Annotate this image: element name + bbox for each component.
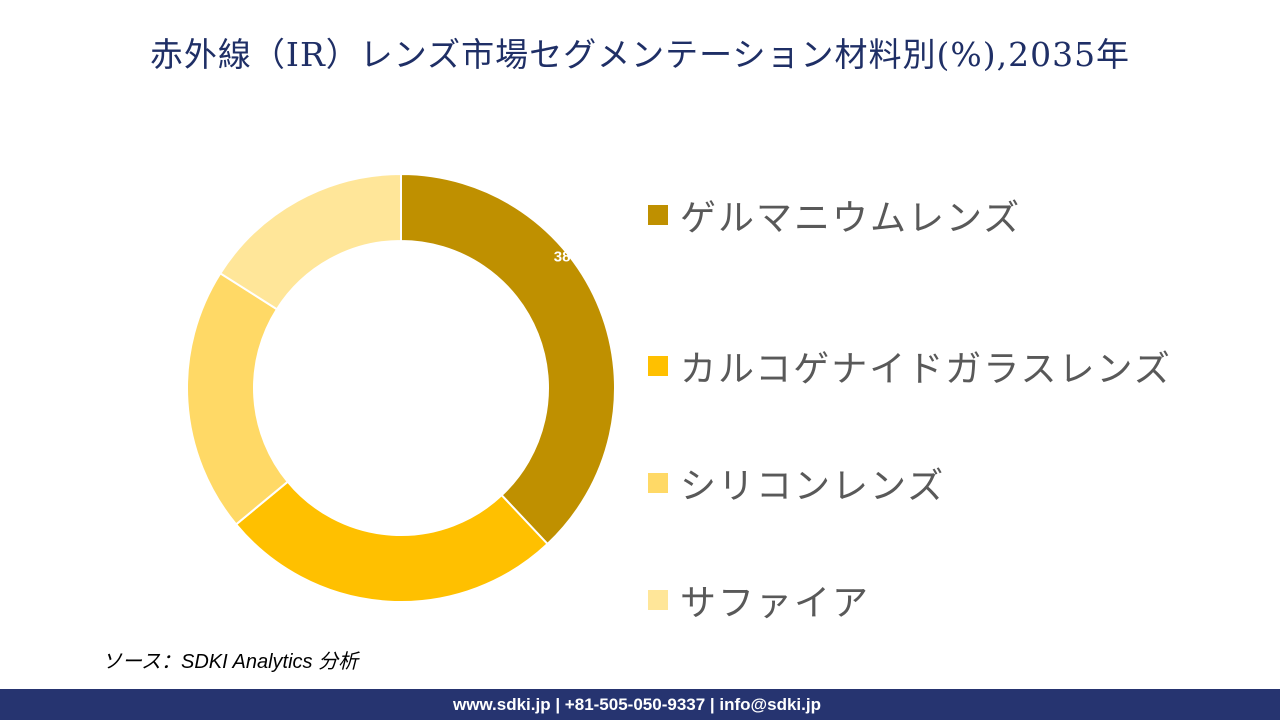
legend-label: サファイア [680, 582, 871, 624]
legend: ゲルマニウムレンズ カルコゲナイドガラスレンズ シリコンレンズ サファイア [648, 190, 1172, 658]
legend-swatch [648, 472, 668, 493]
data-label: 38% [554, 249, 584, 266]
legend-label: カルコゲナイドガラスレンズ [680, 348, 1172, 390]
donut-chart: 38% [186, 172, 616, 603]
footer-bar: www.sdki.jp | +81-505-050-9337 | info@sd… [0, 689, 1280, 720]
legend-swatch [648, 205, 668, 225]
source-note: ソース：SDKI Analytics 分析 [102, 651, 359, 673]
legend-item: サファイア [648, 541, 1172, 658]
donut-slice [400, 172, 616, 546]
legend-item: シリコンレンズ [648, 424, 1172, 541]
chart-title: 赤外線（IR）レンズ市場セグメンテーション材料別(%),2035年 [149, 35, 1131, 74]
legend-label: ゲルマニウムレンズ [680, 198, 1022, 239]
donut-slice [218, 172, 402, 311]
legend-swatch [648, 355, 668, 376]
legend-swatch [648, 589, 668, 610]
legend-label: シリコンレンズ [680, 465, 946, 507]
footer-contact: www.sdki.jp | +81-505-050-9337 | info@sd… [453, 695, 821, 714]
donut-slice [186, 271, 290, 526]
legend-item: ゲルマニウムレンズ [648, 190, 1172, 240]
donut-slice [234, 480, 549, 603]
legend-item: カルコゲナイドガラスレンズ [648, 307, 1172, 424]
